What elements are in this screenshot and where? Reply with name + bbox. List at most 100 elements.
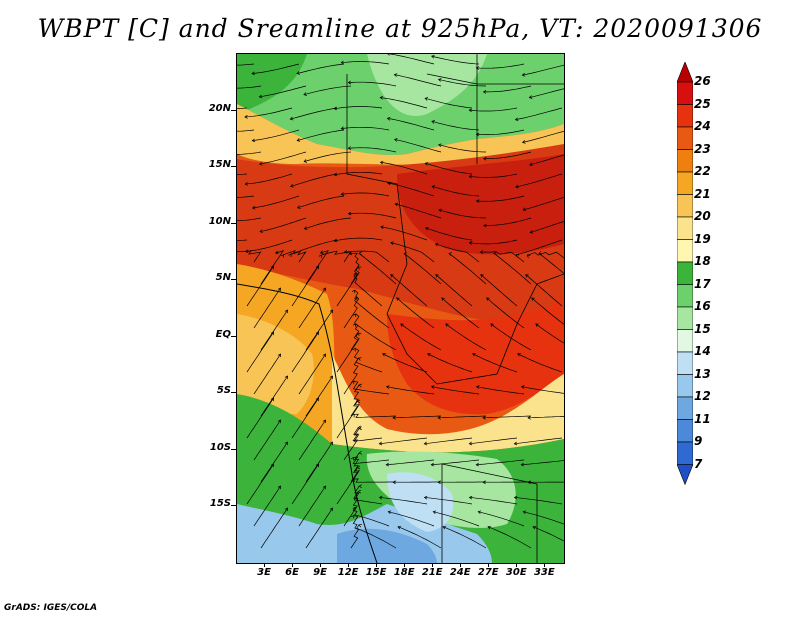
streamlines: [237, 54, 564, 549]
streamline: [469, 497, 518, 505]
streamline: [334, 171, 383, 176]
colorbar-label: 12: [694, 389, 711, 403]
colorbar: [676, 61, 694, 562]
field-south-blue-2: [387, 472, 454, 532]
streamline-arrow: [468, 441, 473, 446]
streamline-arrow: [315, 463, 319, 468]
streamline: [441, 297, 480, 329]
streamline-arrow: [351, 514, 355, 519]
streamline: [395, 203, 442, 219]
streamline-arrow: [392, 415, 396, 420]
streamline-arrow: [526, 254, 531, 259]
streamline-arrow: [288, 253, 292, 258]
x-tick-mark: [432, 563, 434, 567]
streamline-arrow: [427, 353, 431, 357]
colorbar-swatch: [676, 306, 694, 330]
streamline-arrow: [535, 323, 539, 327]
streamline: [290, 173, 338, 187]
streamline-arrow: [350, 456, 355, 461]
streamline: [522, 130, 564, 143]
streamline: [379, 437, 428, 445]
streamline: [350, 452, 360, 483]
streamline-arrow: [351, 380, 355, 385]
y-tick-label: 5N: [215, 272, 231, 284]
colorbar-label: 14: [694, 344, 711, 358]
streamline-arrow: [482, 90, 487, 94]
streamline: [394, 139, 442, 153]
x-tick-mark: [292, 563, 294, 567]
field-north-yellow: [237, 104, 564, 165]
streamline-arrow: [340, 60, 345, 65]
field-central-red: [387, 299, 564, 415]
x-tick-label: 27E: [477, 567, 499, 578]
field-west-yellow: [237, 314, 314, 414]
streamline: [352, 380, 390, 395]
streamline: [356, 524, 397, 549]
streamline-arrow: [303, 159, 308, 163]
streamline-arrow: [482, 480, 486, 485]
x-tick-mark: [516, 563, 518, 567]
streamline-arrow: [347, 146, 352, 150]
streamline: [522, 64, 564, 76]
streamline: [431, 120, 480, 131]
streamline-arrow: [531, 297, 535, 301]
x-tick-label: 12E: [337, 567, 359, 578]
streamline-arrow: [529, 230, 534, 234]
colorbar-label: 13: [694, 366, 711, 381]
streamline: [343, 357, 359, 395]
streamline-arrow: [352, 323, 357, 327]
streamline: [297, 129, 345, 141]
streamline: [493, 253, 532, 285]
x-tick-label: 21E: [421, 567, 443, 578]
streamline: [435, 274, 473, 307]
streamline-arrow: [303, 226, 308, 230]
streamline: [350, 384, 360, 417]
streamline: [336, 401, 360, 439]
streamline-arrow: [270, 397, 274, 402]
streamline: [353, 486, 383, 505]
streamline-arrow: [270, 265, 274, 270]
colorbar-swatch: [676, 441, 694, 465]
streamline-arrow: [522, 510, 527, 515]
streamline-arrow: [468, 495, 473, 500]
streamline: [336, 467, 360, 505]
streamline-arrow: [513, 495, 518, 500]
streamline: [252, 129, 300, 142]
y-tick-mark: [231, 279, 236, 281]
streamline-arrow: [515, 184, 519, 189]
streamline-arrow: [347, 80, 352, 85]
streamline: [514, 437, 563, 445]
x-tick-mark: [488, 563, 490, 567]
streamline-arrow: [258, 94, 263, 99]
streamline: [253, 419, 281, 461]
streamline: [259, 85, 307, 98]
streamline: [305, 250, 330, 285]
streamline: [353, 272, 383, 307]
streamline-arrow: [322, 419, 326, 424]
streamline-arrow: [343, 250, 348, 254]
streamline-arrow: [356, 465, 361, 470]
streamline-arrow: [352, 347, 356, 352]
streamline-arrow: [358, 251, 362, 256]
streamline-arrow: [479, 250, 484, 254]
streamline: [476, 459, 525, 466]
streamline-arrow: [353, 272, 357, 277]
streamline: [388, 511, 435, 527]
streamline: [260, 507, 288, 549]
streamline-arrow: [483, 223, 487, 228]
streamline: [394, 74, 442, 87]
x-tick-label: 18E: [393, 567, 415, 578]
streamline-arrow: [468, 174, 473, 179]
streamline-arrow: [385, 385, 390, 389]
streamline: [380, 161, 428, 175]
credit-text: GrADS: IGES/COLA: [4, 603, 98, 613]
streamline: [448, 253, 487, 285]
streamline-arrow: [513, 441, 518, 446]
colorbar-label: 20: [694, 209, 711, 223]
colorbar-swatch: [676, 216, 694, 240]
y-tick-mark: [231, 335, 236, 337]
streamline-arrow: [442, 525, 447, 530]
streamline-arrow: [517, 353, 521, 357]
streamline-arrow: [259, 229, 263, 234]
streamline: [529, 154, 564, 166]
